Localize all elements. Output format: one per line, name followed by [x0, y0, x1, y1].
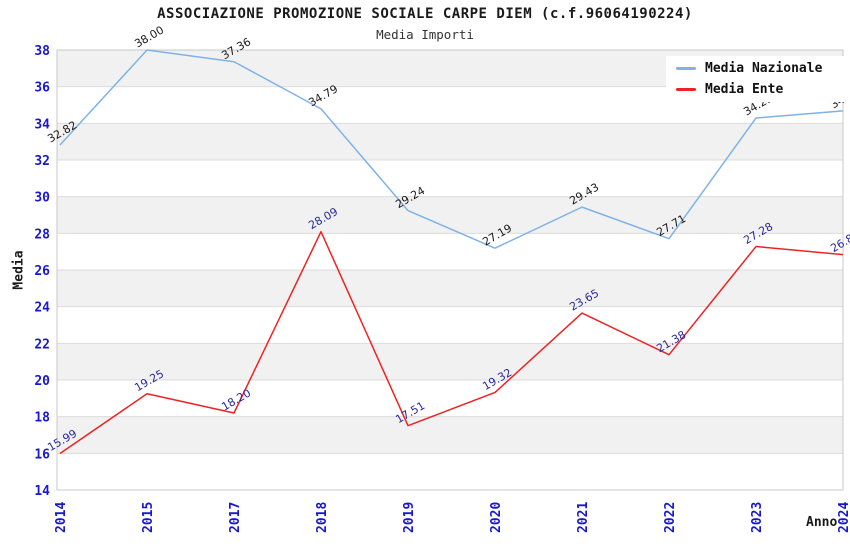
- x-tick-label: 2017: [228, 502, 243, 533]
- plot-border: [56, 49, 844, 491]
- y-tick-label: 22: [34, 337, 50, 352]
- legend-label-media-nazionale: Media Nazionale: [705, 61, 823, 76]
- data-point-label: 38.00: [132, 23, 166, 50]
- plot-band: [57, 270, 843, 307]
- x-tick-label: 2020: [489, 502, 504, 533]
- y-tick-label: 26: [34, 264, 50, 279]
- x-tick-label: 2022: [663, 502, 678, 533]
- y-tick-label: 16: [34, 447, 50, 462]
- plot-band: [57, 343, 843, 380]
- x-tick-label: 2014: [54, 502, 69, 533]
- y-tick-label: 30: [34, 191, 50, 206]
- y-tick-label: 34: [34, 117, 50, 132]
- y-tick-label: 20: [34, 374, 50, 389]
- plot-band: [57, 196, 843, 234]
- x-tick-label: 2018: [315, 502, 330, 533]
- y-axis-label: Media: [11, 250, 27, 290]
- y-tick-label: 14: [34, 484, 50, 499]
- plot-band: [57, 416, 843, 454]
- x-tick-label: 2015: [141, 502, 156, 533]
- y-tick-label: 32: [34, 154, 50, 169]
- y-tick-label: 28: [34, 227, 50, 242]
- legend-label-media-ente: Media Ente: [705, 82, 784, 97]
- series-line-media-nazionale: [59, 49, 844, 249]
- x-tick-label: 2019: [402, 502, 417, 533]
- legend: Media Nazionale Media Ente: [666, 56, 850, 102]
- legend-item-media-ente: Media Ente: [676, 82, 844, 97]
- x-tick-label: 2021: [576, 502, 591, 533]
- y-tick-label: 18: [34, 411, 50, 426]
- chart-subtitle: Media Importi: [376, 27, 474, 42]
- x-axis-label: Anno: [806, 515, 838, 530]
- y-tick-label: 36: [34, 81, 50, 96]
- y-tick-label: 38: [34, 44, 50, 59]
- y-tick-label: 24: [34, 301, 50, 316]
- media-ente-swatch: [676, 88, 696, 91]
- chart-title: ASSOCIAZIONE PROMOZIONE SOCIALE CARPE DI…: [157, 6, 693, 22]
- media-nazionale-swatch: [676, 67, 696, 70]
- x-tick-label: 2024: [837, 502, 850, 533]
- plot-band: [57, 123, 843, 160]
- legend-item-media-nazionale: Media Nazionale: [676, 61, 844, 76]
- series-line-media-ente: [59, 230, 844, 455]
- x-tick-label: 2023: [750, 502, 765, 533]
